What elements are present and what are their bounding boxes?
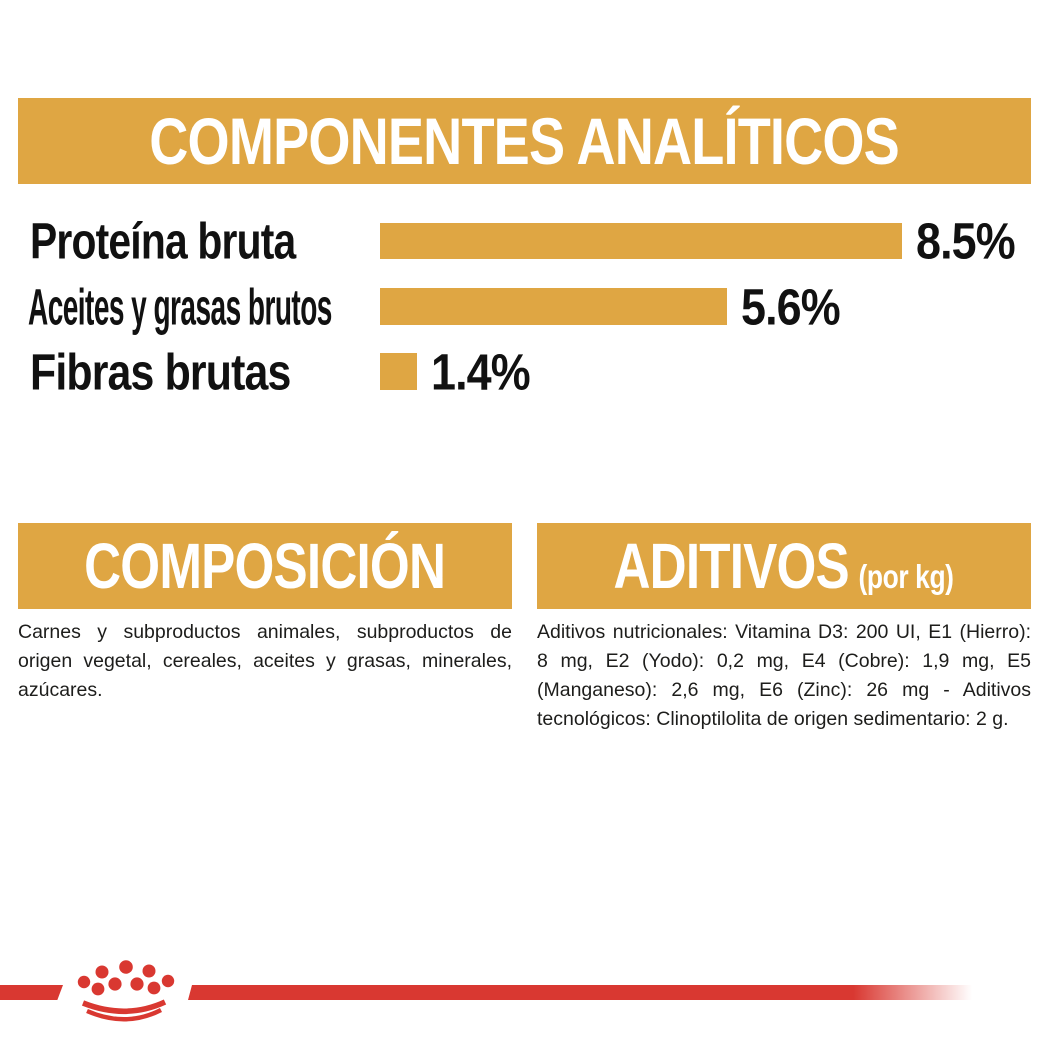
- footer-rule-left: [0, 985, 63, 1000]
- bar-label: Fibras brutas: [30, 343, 291, 400]
- page-title: COMPONENTES ANALÍTICOS: [149, 104, 901, 178]
- footer-rule-right: [188, 985, 980, 1000]
- bar-label: Proteína bruta: [30, 212, 296, 270]
- bar-value: 1.4%: [431, 343, 531, 400]
- composicion-body: Carnes y subproductos animales, subprodu…: [18, 621, 512, 701]
- chart-row-proteina: Proteína bruta 8.5%: [0, 213, 1049, 270]
- aditivos-title: ADITIVOS: [613, 530, 850, 602]
- royal-canin-crown-icon: [77, 960, 175, 1022]
- bar: [380, 353, 417, 390]
- bar-label: Aceites y grasas brutos: [28, 278, 332, 335]
- chart-row-aceites: Aceites y grasas brutos 5.6%: [0, 278, 1049, 335]
- bar: [380, 223, 902, 259]
- bar: [380, 288, 727, 325]
- bar-value: 8.5%: [916, 212, 1016, 270]
- chart-row-fibras: Fibras brutas 1.4%: [0, 343, 1049, 400]
- composicion-title: COMPOSICIÓN: [84, 530, 447, 602]
- aditivos-body: Aditivos nutricionales: Vitamina D3: 200…: [537, 621, 1031, 730]
- aditivos-title-suffix: (por kg): [858, 558, 955, 595]
- composicion-banner: COMPOSICIÓN: [18, 523, 512, 609]
- aditivos-banner: ADITIVOS (por kg): [537, 523, 1031, 609]
- bar-value: 5.6%: [741, 278, 841, 335]
- header-banner: COMPONENTES ANALÍTICOS: [18, 98, 1031, 184]
